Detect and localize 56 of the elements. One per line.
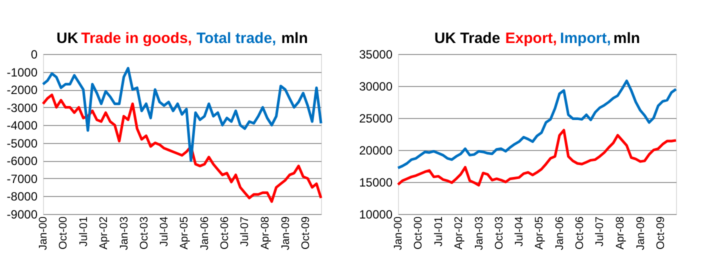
- text: Import,: [560, 30, 611, 47]
- x-tick-label: Jan-00: [38, 216, 50, 250]
- y-tick-label: -2000: [6, 83, 38, 98]
- x-tick-label: Oct-03: [138, 216, 150, 250]
- x-tick-label: Oct-06: [219, 216, 232, 250]
- x-tick-label: Oct-09: [654, 216, 667, 250]
- y-tick-label: 30000: [359, 80, 393, 94]
- x-tick-label: Jul-04: [158, 216, 171, 246]
- x-tick-label: Oct-09: [300, 216, 312, 250]
- line-series: [396, 128, 678, 186]
- y-tick-label: -4000: [6, 118, 38, 133]
- x-tick-label: Oct-03: [493, 216, 506, 250]
- x-tick-label: Jul-01: [78, 216, 90, 246]
- line-series: [396, 80, 678, 170]
- x-tick-label: Jan-03: [118, 216, 130, 250]
- x-tick-label: Apr-08: [614, 216, 626, 250]
- x-tick-label: Apr-08: [260, 216, 272, 250]
- line-series: [42, 66, 322, 162]
- y-tick-label: -7000: [6, 172, 38, 186]
- x-tick-label: Jul-01: [432, 216, 445, 246]
- x-tick-label: Jan-03: [473, 216, 486, 250]
- y-tick-label: 20000: [359, 144, 393, 158]
- x-tick-label: Oct-06: [574, 216, 586, 250]
- y-tick-label: -1000: [6, 65, 38, 80]
- y-tick-label: 10000: [359, 208, 393, 222]
- x-tick-label: Apr-02: [98, 216, 110, 250]
- y-axis-title: mln: [281, 30, 308, 47]
- y-tick-label: 15000: [359, 176, 393, 190]
- x-tick-label: Jul-07: [239, 216, 252, 246]
- y-axis-title: mln: [613, 30, 640, 47]
- x-tick-label: Jan-09: [634, 216, 647, 250]
- text: Total trade,: [196, 30, 276, 47]
- y-tick-label: -3000: [6, 100, 38, 115]
- x-tick-label: Jan-00: [392, 216, 404, 250]
- x-tick-label: Jul-07: [594, 216, 606, 246]
- x-tick-label: Oct-00: [412, 216, 425, 250]
- x-tick-label: Jan-09: [280, 216, 292, 250]
- y-tick-label: 0: [30, 48, 38, 62]
- chart-title: UK: [56, 30, 78, 47]
- x-tick-label: Apr-02: [452, 216, 465, 250]
- x-tick-label: Jul-04: [514, 216, 526, 246]
- y-tick-label: 25000: [359, 112, 393, 126]
- y-tick-label: -9000: [6, 208, 38, 222]
- x-tick-label: Oct-00: [58, 216, 70, 250]
- x-tick-label: Apr-05: [534, 216, 546, 250]
- x-tick-label: Jan-06: [199, 216, 212, 250]
- chart-title: UK Trade: [434, 30, 500, 47]
- line-series: [42, 94, 322, 203]
- y-tick-label: -5000: [6, 136, 38, 150]
- y-tick-label: 35000: [359, 48, 393, 62]
- x-tick-label: Apr-05: [178, 216, 191, 250]
- x-tick-label: Jan-06: [554, 216, 566, 250]
- y-tick-label: -8000: [6, 190, 38, 204]
- text: Export,: [505, 30, 557, 47]
- text: Trade in goods,: [81, 30, 192, 47]
- y-tick-label: -6000: [6, 154, 38, 168]
